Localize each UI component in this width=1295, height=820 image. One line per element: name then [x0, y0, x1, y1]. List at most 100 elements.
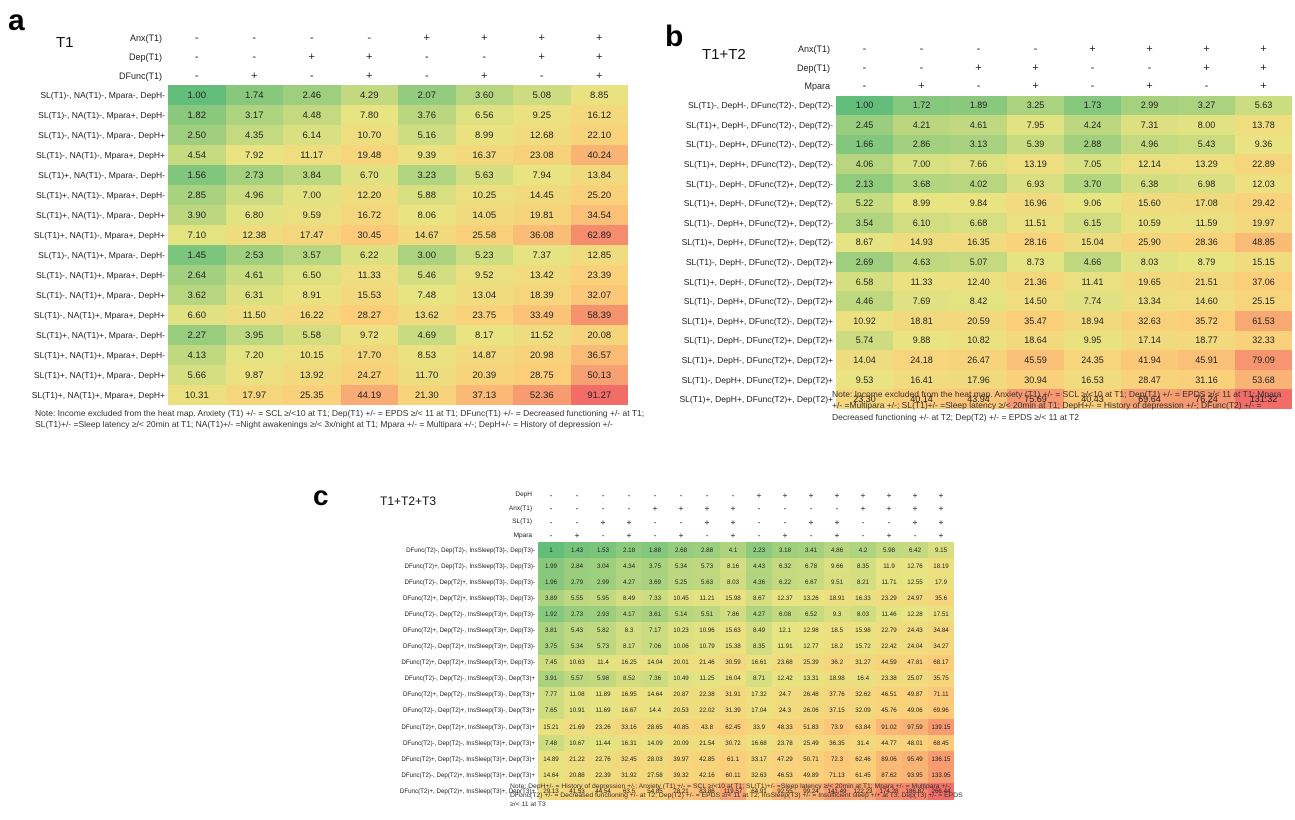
header-sign: -	[705, 530, 709, 541]
heatmap-cell: 3.68	[893, 173, 950, 194]
heatmap-cell: 7.95	[1007, 115, 1064, 135]
heatmap-cell: 2.99	[1121, 95, 1178, 116]
header-sign: +	[938, 489, 944, 500]
heatmap-cell: 16.31	[616, 735, 642, 752]
heatmap-cell: 4.2	[850, 542, 876, 559]
heatmap-cell: 5.88	[398, 185, 456, 205]
heatmap-cell: 13.92	[283, 365, 341, 385]
header-sign: +	[481, 69, 488, 82]
heatmap-cell: 10.23	[668, 622, 694, 639]
heatmap-cell: 5.57	[564, 670, 590, 687]
header-sign: -	[194, 50, 199, 63]
header-sign: -	[757, 530, 761, 541]
heatmap-cell: 10.82	[950, 330, 1007, 351]
header-row-label: Mpara	[513, 531, 532, 539]
heatmap-cell: 7.48	[538, 735, 564, 752]
heatmap-cell: 49.89	[798, 767, 824, 784]
heatmap-cell: 22.89	[1235, 154, 1292, 174]
heatmap-cell: 44.54	[590, 783, 616, 800]
header-sign: +	[423, 31, 430, 44]
header-sign: -	[1204, 80, 1209, 93]
header-sign: -	[575, 503, 579, 514]
header-sign: +	[366, 69, 373, 82]
heatmap-cell: 14.67	[398, 225, 456, 245]
heatmap-cell: 35.6	[928, 590, 954, 607]
heatmap-cell: 76.24	[1178, 389, 1235, 409]
heatmap-cell: 5.98	[876, 542, 902, 559]
heatmap-cell: 3.60	[455, 85, 513, 105]
heatmap-cell: 17.9	[928, 574, 954, 591]
heatmap-cell: 3.84	[283, 165, 341, 185]
heatmap-cell: 13.29	[1178, 154, 1235, 174]
heatmap-cell: 8.35	[746, 638, 772, 655]
heatmap-cell: 32.33	[1235, 330, 1292, 351]
row-label: DFunc(T2)-, Dep(T2)-, InsSleep(T3)-, Dep…	[406, 546, 535, 554]
heatmap-cell: 31.4	[850, 735, 876, 752]
row-label: DFunc(T2)+, Dep(T2)+, InsSleep(T3)+, Dep…	[401, 659, 535, 667]
heatmap-cell: 10.45	[668, 590, 694, 607]
heatmap-cell: 15.98	[720, 590, 746, 607]
heatmap-cell: 14.45	[513, 185, 571, 205]
heatmap-cell: 5.63	[1235, 95, 1292, 116]
heatmap-cell: 22.39	[590, 767, 616, 784]
heatmap-cell: 6.22	[772, 574, 798, 591]
heatmap-cell: 95.49	[902, 751, 928, 768]
heatmap-cell: 10.49	[668, 670, 694, 687]
heatmap-cell: 50.13	[570, 365, 628, 385]
heatmap-cell: 3.13	[950, 134, 1007, 155]
heatmap-cell: 39.32	[668, 767, 694, 784]
header-sign: +	[366, 50, 373, 63]
heatmap-cell: 23.78	[772, 735, 798, 752]
heatmap-cell: 39.97	[668, 751, 694, 768]
row-label: DFunc(T2)+, Dep(T2)+, InsSleep(T3)-, Dep…	[402, 594, 535, 602]
row-label: DFunc(T2)+, Dep(T2)-, InsSleep(T3)-, Dep…	[402, 691, 535, 699]
heatmap-cell: 4.34	[616, 558, 642, 575]
heatmap-cell: 18.77	[1178, 330, 1235, 351]
heatmap-cell: 13.31	[798, 670, 824, 687]
heatmap-cell: 2.85	[168, 185, 226, 205]
heatmap-cell: 11.51	[1007, 213, 1064, 233]
header-sign: -	[919, 61, 924, 74]
header-sign: +	[1260, 80, 1267, 93]
heatmap-cell: 18.94	[1064, 311, 1121, 331]
heatmap-cell: 12.76	[902, 558, 928, 575]
header-sign: -	[601, 489, 605, 500]
heatmap-cell: 10.79	[694, 638, 720, 655]
heatmap-cell: 8.03	[720, 574, 746, 591]
heatmap-cell: 6.67	[798, 574, 824, 591]
heatmap-cell: 5.46	[398, 265, 456, 285]
heatmap-cell: 8.3	[616, 622, 642, 639]
heatmap-cell: 2.23	[746, 542, 772, 559]
heatmap-cell: 3.62	[168, 285, 226, 305]
header-sign: +	[886, 503, 892, 514]
heatmap-cell: 43.8	[694, 719, 720, 736]
heatmap-cell: 8.67	[836, 232, 893, 253]
row-label: DFunc(T2)-, Dep(T2)-, InsSleep(T3)+, Dep…	[402, 739, 535, 747]
heatmap-cell: 8.49	[746, 622, 772, 639]
heatmap-cell: 97.59	[902, 719, 928, 736]
heatmap-cell: 8.53	[398, 345, 456, 365]
header-sign: +	[782, 489, 788, 500]
heatmap-cell: 7.94	[513, 165, 571, 185]
heatmap-cell: 6.42	[902, 542, 928, 559]
heatmap-cell: 5.63	[694, 574, 720, 591]
heatmap-cell: 30.94	[1007, 369, 1064, 390]
heatmap-cell: 2.73	[225, 165, 283, 185]
heatmap-cell: 1.89	[950, 95, 1007, 116]
heatmap-cell: 28.16	[1007, 232, 1064, 253]
heatmap-cell: 41.94	[1121, 350, 1178, 370]
heatmap-cell: 9.15	[928, 542, 954, 559]
heatmap-cell: 4.48	[283, 105, 341, 125]
heatmap-cell: 44.77	[876, 735, 902, 752]
header-sign: +	[756, 489, 762, 500]
heatmap-cell: 20.01	[668, 654, 694, 671]
heatmap-cell: 35.72	[1178, 311, 1235, 331]
heatmap-cell: 2.99	[590, 574, 616, 591]
row-label: SL(T1)+, DepH-, DFunc(T2)+, Dep(T2)+	[681, 355, 833, 366]
heatmap-cell: 10.96	[694, 622, 720, 639]
heatmap-cell: 20.09	[668, 735, 694, 752]
heatmap-cell: 3.25	[1007, 95, 1064, 116]
heatmap-cell: 44.19	[340, 385, 398, 405]
heatmap-cell: 7.45	[538, 654, 564, 671]
heatmap-cell: 17.47	[283, 225, 341, 245]
